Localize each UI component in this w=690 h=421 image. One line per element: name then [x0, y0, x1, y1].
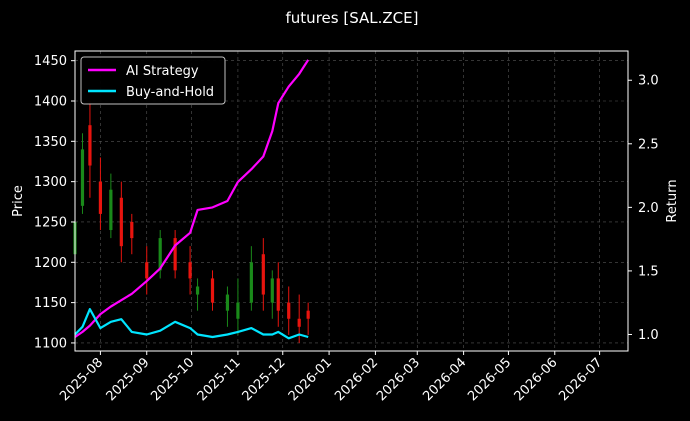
- candle-body: [276, 278, 280, 311]
- candle-body: [249, 262, 253, 303]
- candle-body: [188, 262, 192, 279]
- y-tick-label: 1450: [34, 54, 67, 69]
- series-line-ai-strategy: [74, 59, 310, 338]
- y2-tick-label: 2.5: [638, 137, 659, 152]
- candle-body: [98, 181, 103, 214]
- y2-tick-label: 2.0: [638, 201, 659, 216]
- y2-tick-label: 1.0: [638, 328, 659, 343]
- series-line-buy-and-hold: [74, 308, 309, 340]
- y2-axis-title: Return: [665, 179, 680, 222]
- candle-body: [297, 318, 301, 327]
- y-axis-right: 1.0 1.5 2.0 2.5 3.0: [628, 74, 659, 343]
- y-tick-label: 1300: [34, 175, 67, 190]
- y-axis-title: Price: [11, 185, 26, 217]
- candle-body: [306, 310, 310, 319]
- candle-body: [130, 221, 134, 239]
- y-tick-label: 1400: [34, 95, 67, 110]
- y-tick-label: 1250: [34, 215, 67, 230]
- legend-label-ai-strategy: AI Strategy: [126, 64, 199, 79]
- legend-label-buy-and-hold: Buy-and-Hold: [126, 85, 214, 100]
- candle-body: [145, 262, 149, 279]
- candle-body: [210, 278, 215, 303]
- candle-body: [195, 286, 200, 295]
- y-tick-label: 1350: [34, 135, 67, 150]
- legend: AI Strategy Buy-and-Hold: [80, 56, 226, 105]
- candle-body: [109, 189, 113, 231]
- y-axis-left: 1100 1150 1200 1250 1300 1350 1400 1450: [34, 54, 75, 351]
- y2-tick-label: 1.5: [638, 264, 659, 279]
- candle-body: [88, 125, 92, 166]
- y2-tick-label: 3.0: [638, 74, 659, 89]
- candle-body: [270, 278, 274, 303]
- y-tick-label: 1200: [34, 256, 67, 271]
- candle-body: [287, 302, 291, 319]
- chart-title: futures [SAL.ZCE]: [286, 9, 419, 27]
- candle-body: [225, 294, 230, 311]
- candle-body: [119, 197, 123, 247]
- candle-body: [173, 238, 177, 271]
- y-tick-label: 1150: [34, 296, 67, 311]
- plot-frame: [74, 50, 629, 352]
- candle-body: [261, 254, 265, 295]
- candle-body: [158, 238, 162, 271]
- series-lines: [74, 59, 310, 340]
- candle-body: [80, 149, 85, 206]
- legend-box: [80, 56, 226, 105]
- grid: [75, 51, 628, 351]
- y-tick-label: 1100: [34, 336, 67, 351]
- candle-body: [236, 302, 240, 319]
